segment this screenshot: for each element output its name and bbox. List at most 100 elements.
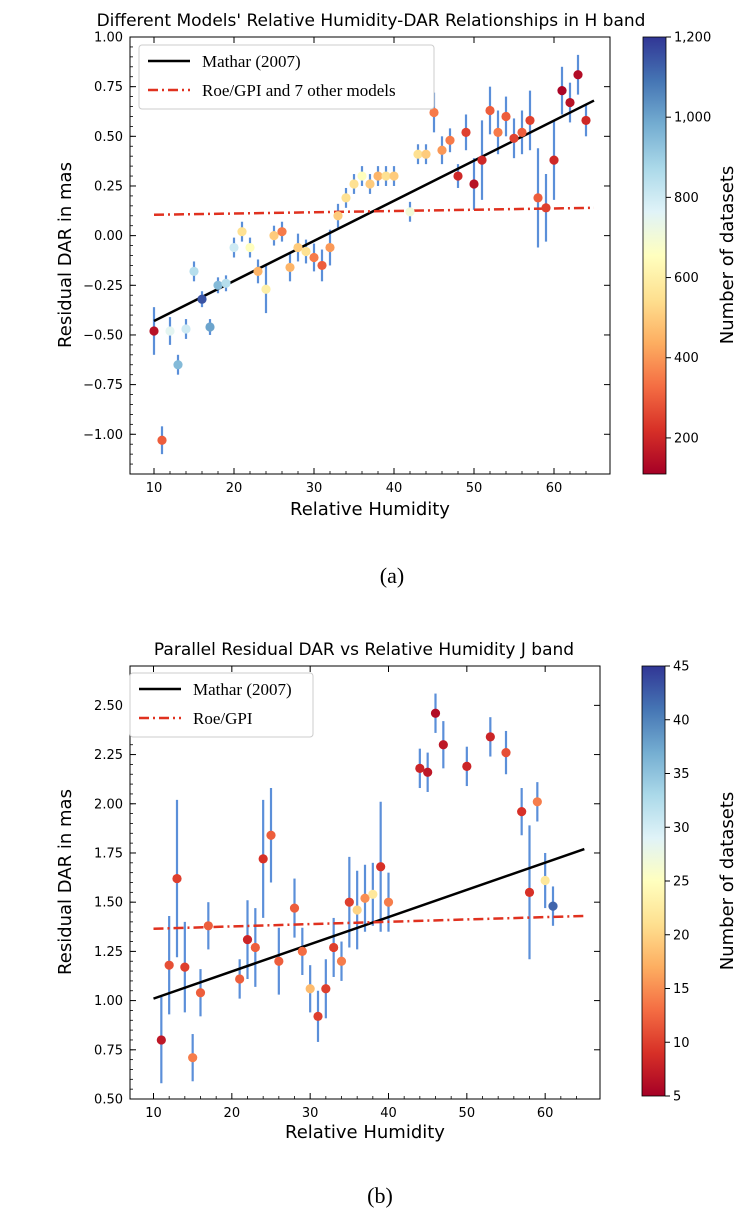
y-tick-label: 2.50 xyxy=(94,699,123,714)
data-point xyxy=(261,284,271,294)
data-point xyxy=(250,942,260,953)
caption-b: (b) xyxy=(367,1183,393,1208)
data-point xyxy=(349,179,359,189)
data-point xyxy=(365,179,375,189)
data-point xyxy=(242,934,253,945)
y-tick-label: −0.75 xyxy=(83,378,123,393)
data-point xyxy=(581,115,591,126)
data-point xyxy=(357,171,367,181)
data-point xyxy=(285,262,295,273)
data-point xyxy=(493,127,503,137)
data-point xyxy=(197,294,207,304)
data-point xyxy=(517,127,527,137)
data-point xyxy=(221,278,231,288)
data-point xyxy=(368,889,378,899)
chart-j-band: Parallel Residual DAR vs Relative Humidi… xyxy=(55,640,738,1208)
data-point xyxy=(469,179,479,189)
data-point xyxy=(269,231,279,241)
data-point xyxy=(289,903,300,913)
colorbar-tick-label: 600 xyxy=(674,271,699,286)
data-point xyxy=(172,873,182,884)
x-tick-label: 10 xyxy=(145,1106,162,1121)
legend-box xyxy=(138,44,435,110)
data-point xyxy=(438,740,448,750)
colorbar-tick-label: 1,000 xyxy=(674,111,711,126)
colorbar-tick-label: 1,200 xyxy=(674,31,711,46)
caption-a: (a) xyxy=(380,563,404,588)
colorbar-tick-label: 40 xyxy=(673,713,690,728)
y-axis-label: Residual DAR in mas xyxy=(55,162,76,348)
data-point xyxy=(430,708,441,718)
data-point xyxy=(157,435,167,445)
y-tick-label: −0.50 xyxy=(83,328,123,343)
x-tick-label: 20 xyxy=(226,481,243,496)
data-point xyxy=(156,1035,166,1045)
y-tick-label: 0.75 xyxy=(94,80,123,95)
data-point xyxy=(203,921,213,931)
data-point xyxy=(321,984,331,994)
y-tick-label: 1.25 xyxy=(94,945,123,960)
colorbar-tick-label: 35 xyxy=(673,767,690,782)
data-point xyxy=(549,155,559,165)
data-point xyxy=(229,242,239,253)
data-point xyxy=(383,897,394,907)
fit-line-roe xyxy=(153,206,595,217)
data-point xyxy=(462,761,472,771)
data-point xyxy=(541,203,551,213)
colorbar-tick-label: 5 xyxy=(673,1090,681,1105)
legend: Mathar (2007) Roe/GPI and 7 other models xyxy=(138,44,435,110)
data-point xyxy=(389,171,399,181)
y-tick-label: 2.25 xyxy=(94,748,123,763)
data-point xyxy=(237,227,247,237)
data-point xyxy=(180,962,190,972)
legend-label-roe: Roe/GPI and 7 other models xyxy=(202,81,396,100)
data-point xyxy=(405,207,415,217)
data-point xyxy=(297,946,307,956)
data-point xyxy=(245,242,255,253)
data-point xyxy=(305,984,315,994)
data-point xyxy=(533,193,543,203)
data-point xyxy=(381,171,391,181)
colorbar: Number of datasets 5 10 15 20 25 30 35 40 45 xyxy=(641,660,738,1105)
data-point xyxy=(501,748,511,758)
y-tick-label: −0.25 xyxy=(83,279,123,294)
data-point xyxy=(213,280,223,290)
data-point xyxy=(309,252,319,263)
data-point xyxy=(423,767,433,777)
y-tick-label: 0.50 xyxy=(94,1093,123,1108)
fit-line-roe xyxy=(153,914,585,931)
data-point xyxy=(524,887,535,897)
data-point xyxy=(188,1053,198,1063)
y-axis-label: Residual DAR in mas xyxy=(55,789,76,975)
y-tick-label: 0.75 xyxy=(94,1043,123,1058)
data-point xyxy=(509,133,519,143)
data-point xyxy=(373,171,383,181)
data-point xyxy=(333,211,343,221)
chart-title: Different Models' Relative Humidity-DAR … xyxy=(97,11,646,31)
data-point xyxy=(317,260,327,271)
data-point xyxy=(195,988,206,998)
data-point xyxy=(461,127,471,137)
y-tick-label: 1.00 xyxy=(94,994,123,1009)
data-point xyxy=(485,105,495,116)
y-tick-label: 1.50 xyxy=(94,896,123,911)
data-point xyxy=(344,897,354,907)
x-tick-label: 40 xyxy=(386,481,403,496)
data-point xyxy=(336,956,347,966)
data-point xyxy=(573,70,583,80)
data-point xyxy=(253,266,263,276)
data-point xyxy=(557,86,567,96)
data-point xyxy=(329,942,339,953)
colorbar-gradient xyxy=(641,665,666,1097)
data-point xyxy=(517,807,527,817)
data-point xyxy=(149,326,159,336)
data-point xyxy=(293,242,303,253)
chart-h-band: Different Models' Relative Humidity-DAR … xyxy=(55,11,738,588)
data-point xyxy=(413,149,423,159)
x-tick-label: 30 xyxy=(306,481,323,496)
data-point xyxy=(235,974,245,984)
colorbar-label: Number of datasets xyxy=(717,792,738,971)
legend: Mathar (2007) Roe/GPI xyxy=(129,672,314,738)
data-point xyxy=(477,155,487,165)
